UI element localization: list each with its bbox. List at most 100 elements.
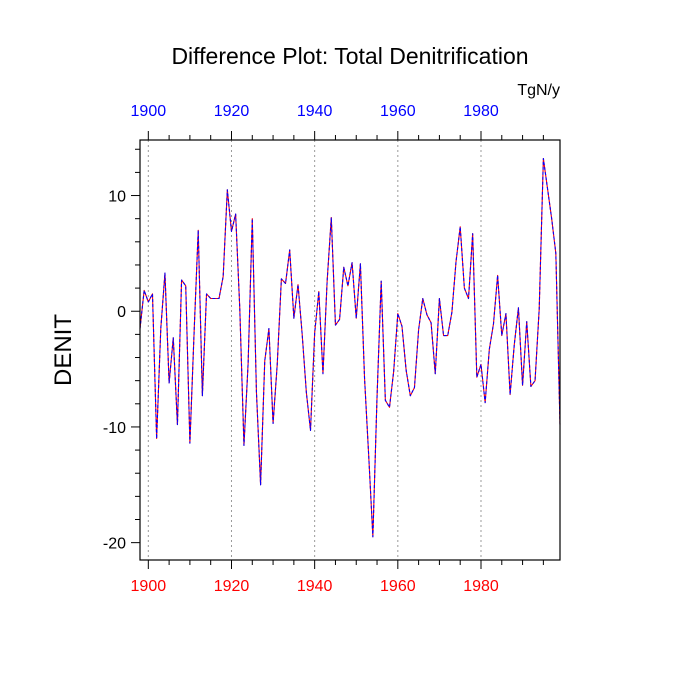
data-point-1986 (505, 313, 506, 314)
data-point-1916 (214, 298, 215, 299)
data-point-1926 (256, 392, 257, 393)
data-point-1905 (169, 382, 170, 383)
series-layer (139, 157, 561, 538)
y-tick-label--10: -10 (103, 420, 126, 437)
data-point-1980 (480, 364, 481, 365)
plot-frame (139, 139, 561, 561)
data-point-1960 (397, 313, 398, 314)
data-point-1902 (156, 438, 157, 439)
data-point-1911 (193, 333, 194, 334)
data-point-1949 (351, 262, 352, 263)
data-point-1910 (189, 443, 190, 444)
data-point-1997 (551, 218, 552, 219)
data-point-1932 (281, 278, 282, 279)
data-point-1944 (331, 217, 332, 218)
data-point-1991 (526, 321, 527, 322)
data-point-1966 (422, 298, 423, 299)
data-point-1964 (414, 387, 415, 388)
data-point-1975 (460, 226, 461, 227)
data-point-1977 (468, 298, 469, 299)
data-point-1940 (314, 333, 315, 334)
x-tick-label-bottom-1920: 1920 (214, 578, 250, 595)
data-point-1950 (356, 318, 357, 319)
data-point-1920 (231, 231, 232, 232)
tick-labels: 10 0 -10 -20 1900 1900 1920 1920 1940 1940 1960 196… (103, 103, 499, 595)
data-point-1923 (243, 445, 244, 446)
data-point-1955 (376, 396, 377, 397)
data-point-1927 (260, 484, 261, 485)
data-point-1917 (218, 298, 219, 299)
x-tick-label-bottom-1900: 1900 (131, 578, 167, 595)
data-point-1959 (393, 371, 394, 372)
data-point-1995 (543, 158, 544, 159)
data-point-1962 (406, 370, 407, 371)
data-point-1946 (339, 319, 340, 320)
data-point-1969 (435, 373, 436, 374)
data-point-1993 (534, 380, 535, 381)
data-point-1982 (489, 349, 490, 350)
data-point-1937 (302, 334, 303, 335)
series-line-blue (139, 157, 561, 538)
data-point-1990 (522, 385, 523, 386)
x-tick-label-top-1980: 1980 (463, 103, 499, 120)
data-point-1985 (501, 335, 502, 336)
data-point-1929 (268, 328, 269, 329)
data-point-1996 (547, 188, 548, 189)
data-point-1900 (148, 301, 149, 302)
data-point-1945 (335, 325, 336, 326)
data-point-1921 (235, 213, 236, 214)
data-point-1948 (347, 285, 348, 286)
data-point-1903 (160, 328, 161, 329)
chart-title: Difference Plot: Total Denitrification (171, 43, 528, 69)
data-point-1935 (293, 318, 294, 319)
data-point-1933 (285, 283, 286, 284)
data-point-1965 (418, 329, 419, 330)
data-point-1901 (152, 293, 153, 294)
data-point-1970 (439, 298, 440, 299)
data-point-1984 (497, 275, 498, 276)
x-tick-label-bottom-1960: 1960 (380, 578, 416, 595)
y-tick-label-0: 0 (117, 304, 126, 321)
data-point-1954 (372, 536, 373, 537)
data-point-1973 (451, 312, 452, 313)
data-point-1961 (401, 326, 402, 327)
data-point-1976 (464, 287, 465, 288)
data-point-1928 (264, 360, 265, 361)
data-point-1992 (530, 386, 531, 387)
data-point-1930 (272, 423, 273, 424)
data-point-1989 (518, 307, 519, 308)
data-point-1936 (297, 284, 298, 285)
x-tick-label-top-1940: 1940 (297, 103, 333, 120)
data-point-1958 (389, 407, 390, 408)
data-point-1967 (426, 314, 427, 315)
data-point-1952 (364, 378, 365, 379)
data-point-1978 (472, 233, 473, 234)
data-point-1906 (173, 337, 174, 338)
data-point-1947 (343, 267, 344, 268)
data-point-1931 (277, 364, 278, 365)
data-point-1941 (318, 291, 319, 292)
data-point-1956 (381, 281, 382, 282)
axes (131, 131, 561, 569)
data-point-1907 (177, 424, 178, 425)
data-point-1934 (289, 249, 290, 250)
data-point-1909 (185, 285, 186, 286)
data-point-1925 (252, 218, 253, 219)
data-point-1942 (322, 373, 323, 374)
data-point-1994 (539, 308, 540, 309)
x-tick-label-top-1920: 1920 (214, 103, 250, 120)
data-point-1963 (410, 395, 411, 396)
data-point-1998 (555, 253, 556, 254)
x-tick-label-bottom-1980: 1980 (463, 578, 499, 595)
y-tick-label--20: -20 (103, 536, 126, 553)
grid (147, 140, 482, 560)
y-tick-label-10: 10 (108, 189, 126, 206)
data-point-1912 (198, 230, 199, 231)
data-point-1918 (223, 276, 224, 277)
data-point-1953 (368, 455, 369, 456)
data-point-1899 (144, 290, 145, 291)
data-point-1915 (210, 298, 211, 299)
data-point-1943 (327, 281, 328, 282)
